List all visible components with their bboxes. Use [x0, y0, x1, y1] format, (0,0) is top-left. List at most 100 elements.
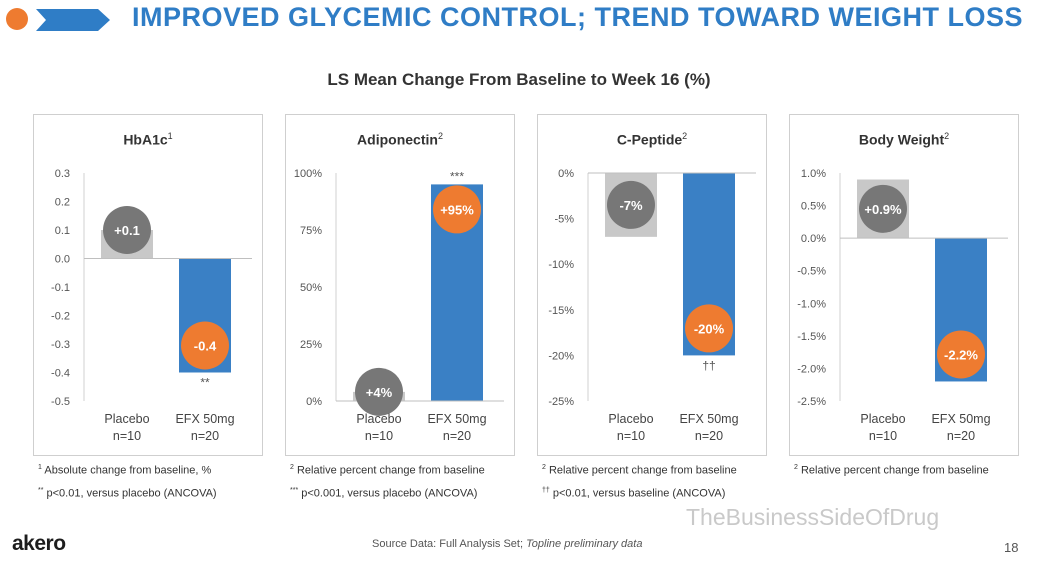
panel-title-text: Adiponectin	[357, 131, 438, 148]
chart-svg-c-peptide: 0% -5% -10% -15% -20% -25% -7% -20% †† Placebo n=1…	[548, 168, 756, 443]
footnote: *** p<0.001, versus placebo (ANCOVA)	[290, 481, 485, 504]
x-n-label: n=10	[365, 429, 393, 443]
x-n-label: n=20	[695, 429, 723, 443]
chart-svg-hba1c: 0.3 0.2 0.1 0.0 -0.1 -0.2 -0.3 -0.4 -0.5 +0.1 -0.4…	[51, 168, 252, 443]
y-tick-label: -10%	[548, 259, 574, 271]
panel-title: Body Weight2	[790, 131, 1018, 148]
chart-svg-adiponectin: 100% 75% 50% 25% 0% +4% +95% *** Placebo n=10 EFX …	[294, 168, 504, 443]
panel-title-text: C-Peptide	[616, 131, 683, 148]
x-category-label: EFX 50mg	[679, 412, 738, 426]
y-tick-label: -0.1	[51, 282, 70, 294]
footnote-text: p<0.01, versus placebo (ANCOVA)	[46, 487, 217, 500]
source-note: Source Data: Full Analysis Set; Topline …	[372, 538, 642, 550]
data-label: -0.4	[194, 339, 217, 354]
x-category-label: EFX 50mg	[931, 412, 990, 426]
data-label: -7%	[619, 198, 643, 213]
panel-title: HbA1c1	[34, 131, 262, 148]
y-tick-label: -20%	[548, 350, 574, 362]
x-category-label: EFX 50mg	[175, 412, 234, 426]
y-tick-label: 75%	[300, 225, 322, 237]
source-italic: Topline preliminary data	[526, 538, 643, 550]
y-tick-label: -5%	[554, 214, 574, 226]
footnotes-c-peptide: 2 Relative percent change from baseline …	[542, 458, 737, 503]
data-label: -20%	[694, 321, 725, 336]
x-category-label: Placebo	[104, 412, 149, 426]
footnote: 1 Absolute change from baseline, %	[38, 458, 217, 481]
y-tick-label: -15%	[548, 305, 574, 317]
data-bubble-efx	[433, 185, 481, 234]
data-bubble-placebo	[355, 367, 403, 416]
page-number: 18	[1004, 540, 1019, 555]
x-category-label: Placebo	[608, 412, 653, 426]
x-n-label: n=20	[443, 429, 471, 443]
y-tick-label: -2.0%	[797, 363, 826, 375]
footnote: †† p<0.01, versus baseline (ANCOVA)	[542, 481, 737, 504]
panel-title: Adiponectin2	[286, 131, 514, 148]
data-bubble-efx	[685, 304, 733, 353]
footnote-mark: 1	[38, 464, 42, 471]
y-tick-label: -1.0%	[797, 298, 826, 310]
footnote-text: Relative percent change from baseline	[296, 464, 485, 477]
footnote-mark: **	[38, 486, 44, 494]
footnote: 2 Relative percent change from baseline	[290, 458, 485, 481]
x-n-label: n=10	[869, 429, 897, 443]
footnote-mark: 2	[542, 464, 546, 471]
chart-panel-adiponectin: Adiponectin2 100% 75% 50% 25% 0% +4% +95% *** Pl…	[285, 114, 515, 456]
y-tick-label: 0.0%	[801, 233, 826, 245]
significance-marker: **	[200, 376, 210, 390]
data-label: +0.1	[114, 223, 140, 238]
company-logo: akero	[12, 532, 66, 555]
y-tick-label: -0.5%	[797, 266, 826, 278]
data-label: +4%	[366, 385, 393, 400]
significance-marker: ††	[702, 358, 715, 372]
x-n-label: n=20	[947, 429, 975, 443]
panel-title: C-Peptide2	[538, 131, 766, 148]
footnote-text: p<0.001, versus placebo (ANCOVA)	[301, 487, 478, 500]
y-tick-label: -0.2	[51, 311, 70, 323]
y-tick-label: -0.4	[51, 368, 70, 380]
x-n-label: n=20	[191, 429, 219, 443]
data-bubble-efx	[181, 321, 229, 370]
y-tick-label: 0.0	[55, 254, 70, 266]
y-tick-label: -0.5	[51, 396, 70, 408]
y-tick-label: 0.3	[55, 168, 70, 180]
x-category-label: Placebo	[356, 412, 401, 426]
y-tick-label: 25%	[300, 339, 322, 351]
panel-title-sup: 1	[167, 131, 173, 141]
data-bubble-placebo	[607, 180, 655, 229]
footnote-mark: 2	[794, 464, 798, 471]
header-accent-dot	[6, 8, 28, 30]
footnote-mark: ††	[542, 486, 550, 494]
footnote: 2 Relative percent change from baseline	[794, 458, 989, 481]
significance-marker: ***	[450, 169, 464, 183]
footnotes-hba1c: 1 Absolute change from baseline, % ** p<…	[38, 458, 217, 503]
data-bubble-placebo	[103, 206, 151, 254]
chart-panel-hba1c: HbA1c1 0.3 0.2 0.1 0.0 -0.1 -0.2 -0.3 -0.4 -0.5 +…	[33, 114, 263, 456]
y-tick-label: 0.2	[55, 197, 70, 209]
y-tick-label: -1.5%	[797, 331, 826, 343]
data-bubble-placebo	[859, 184, 907, 233]
chart-subtitle: LS Mean Change From Baseline to Week 16 …	[327, 70, 711, 89]
data-bubble-efx	[937, 330, 985, 379]
footnote: ** p<0.01, versus placebo (ANCOVA)	[38, 481, 217, 504]
panel-title-sup: 2	[437, 131, 443, 141]
x-category-label: EFX 50mg	[427, 412, 486, 426]
y-tick-label: 0.1	[55, 225, 70, 237]
data-label: +95%	[440, 202, 474, 217]
panel-title-text: HbA1c	[123, 131, 168, 148]
footnote-text: p<0.01, versus baseline (ANCOVA)	[552, 487, 726, 500]
footnotes-body-weight: 2 Relative percent change from baseline	[794, 458, 989, 481]
watermark: TheBusinessSideOfDrug	[686, 504, 939, 531]
footnote: 2 Relative percent change from baseline	[542, 458, 737, 481]
data-label: +0.9%	[864, 202, 902, 217]
footnote-mark: ***	[290, 486, 299, 494]
data-label: -2.2%	[944, 347, 978, 362]
footnote-mark: 2	[290, 464, 294, 471]
x-n-label: n=10	[113, 429, 141, 443]
x-category-label: Placebo	[860, 412, 905, 426]
footnote-text: Relative percent change from baseline	[800, 464, 989, 477]
x-n-label: n=10	[617, 429, 645, 443]
y-tick-label: 1.0%	[801, 168, 826, 180]
footnote-text: Relative percent change from baseline	[548, 464, 737, 477]
watermark-text: TheBusinessSideOfDrug	[686, 504, 940, 530]
